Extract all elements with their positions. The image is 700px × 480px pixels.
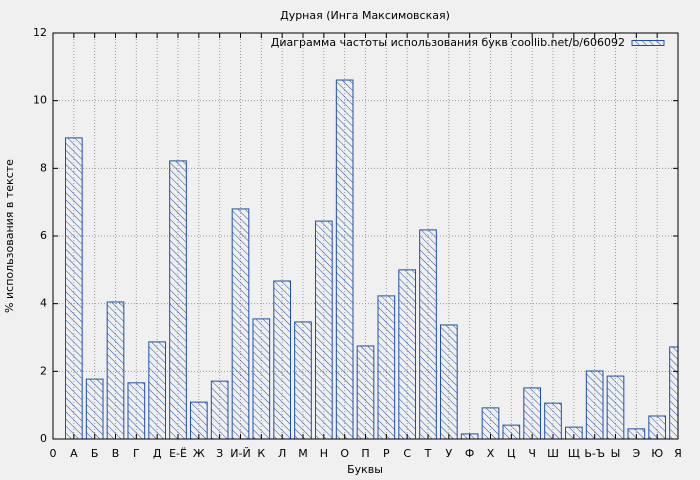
bar (398, 269, 417, 439)
x-tick-label: Ю (651, 447, 663, 460)
bar (335, 79, 354, 439)
bar (419, 229, 437, 439)
y-tick-label: 12 (33, 26, 47, 39)
x-tick-label: Р (383, 447, 390, 460)
x-tick-label: Э (632, 447, 640, 460)
y-axis-label: % использования в тексте (3, 159, 16, 313)
x-axis-label: Буквы (347, 463, 383, 476)
bar (648, 415, 666, 439)
bar (85, 378, 104, 439)
bar (169, 160, 187, 439)
y-tick-label: 2 (40, 364, 47, 377)
legend-label: Диаграмма частоты использования букв coo… (271, 36, 625, 49)
x-tick-label: Ф (465, 447, 474, 460)
bar (627, 428, 646, 439)
bar (106, 301, 125, 439)
x-tick-label: Л (278, 447, 286, 460)
x-tick-label: Ш (547, 447, 559, 460)
bar (65, 137, 83, 439)
legend-swatch (631, 40, 665, 46)
bar (148, 341, 166, 439)
x-tick-label: Ь-Ъ (584, 447, 605, 460)
x-tick-label: Х (487, 447, 495, 460)
x-tick-label: 0 (50, 447, 57, 460)
x-tick-label: К (257, 447, 265, 460)
bar (127, 382, 146, 439)
bar (544, 402, 562, 439)
bar (294, 321, 312, 439)
bar (210, 380, 229, 439)
y-tick-label: 0 (40, 432, 47, 445)
bar (440, 324, 458, 439)
bar (523, 387, 541, 439)
x-tick-label: Т (424, 447, 432, 460)
x-tick-label: В (112, 447, 120, 460)
x-tick-label: Г (133, 447, 140, 460)
x-tick-label: П (361, 447, 369, 460)
x-tick-label: О (340, 447, 349, 460)
bar (356, 345, 375, 439)
bars (65, 79, 678, 439)
x-tick-label: Д (153, 447, 162, 460)
y-tick-label: 4 (40, 297, 47, 310)
x-tick-label: Н (320, 447, 328, 460)
y-tick-label: 6 (40, 229, 47, 242)
x-tick-label: Я (674, 447, 682, 460)
x-tick-label: Е-Ё (169, 447, 187, 460)
x-tick-label: У (445, 447, 452, 460)
chart-title: Дурная (Инга Максимовская) (280, 9, 450, 22)
x-tick-label: И-Й (230, 447, 250, 460)
x-tick-label: Ж (193, 447, 205, 460)
bar (315, 220, 333, 439)
bar (585, 370, 604, 439)
x-tick-label: А (70, 447, 78, 460)
bar (231, 208, 250, 439)
x-tick-label: М (298, 447, 308, 460)
y-tick-label: 8 (40, 161, 47, 174)
bar (273, 280, 292, 439)
x-tick-label: Щ (568, 447, 580, 460)
bar (606, 375, 625, 439)
x-tick-label: Ч (528, 447, 536, 460)
bar (252, 318, 271, 439)
x-tick-label: З (216, 447, 223, 460)
x-tick-label: С (403, 447, 411, 460)
x-tick-label: Б (91, 447, 99, 460)
bar (377, 295, 396, 439)
bar (190, 401, 208, 439)
x-tick-label: Ц (507, 447, 516, 460)
y-tick-label: 10 (33, 94, 47, 107)
bar (669, 346, 678, 439)
x-tick-label: Ы (611, 447, 621, 460)
